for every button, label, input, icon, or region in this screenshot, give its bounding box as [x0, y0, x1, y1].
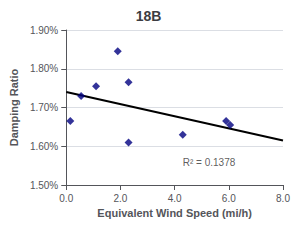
svg-text:2.0: 2.0: [113, 193, 127, 204]
svg-text:Equivalent Wind Speed (mi/h): Equivalent Wind Speed (mi/h): [97, 207, 252, 219]
svg-text:6.0: 6.0: [222, 193, 236, 204]
svg-text:0.0: 0.0: [59, 193, 73, 204]
svg-text:1.60%: 1.60%: [30, 141, 58, 152]
svg-text:4.0: 4.0: [168, 193, 182, 204]
svg-text:8.0: 8.0: [276, 193, 290, 204]
svg-text:1.80%: 1.80%: [30, 63, 58, 74]
svg-text:18B: 18B: [136, 8, 162, 24]
svg-text:Damping Ratio: Damping Ratio: [8, 68, 20, 146]
svg-text:1.90%: 1.90%: [30, 25, 58, 36]
svg-text:1.50%: 1.50%: [30, 180, 58, 191]
svg-text:R² = 0.1378: R² = 0.1378: [183, 157, 236, 168]
svg-text:1.70%: 1.70%: [30, 102, 58, 113]
